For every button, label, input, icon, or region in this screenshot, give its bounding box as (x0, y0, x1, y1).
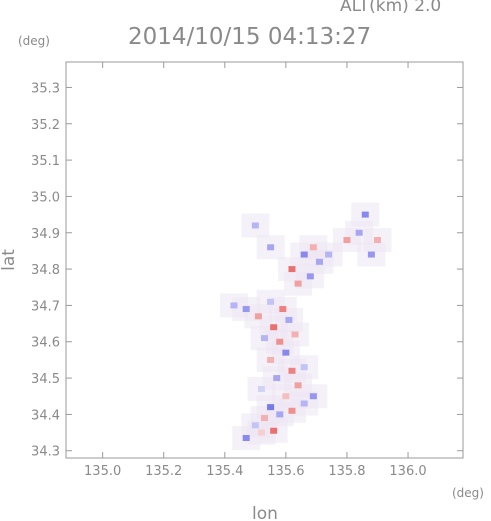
data-cell (300, 364, 308, 371)
data-cell (343, 237, 351, 244)
x-tick-label: 135.2 (145, 464, 182, 479)
data-cell (270, 427, 278, 434)
data-cell (230, 302, 238, 309)
data-cell (306, 273, 314, 280)
data-cell (254, 313, 262, 320)
x-axis-label: lon (252, 504, 278, 521)
data-cell (276, 411, 284, 418)
y-tick-label: 35.2 (31, 118, 60, 133)
lat-unit-label: (deg) (18, 34, 50, 48)
data-cell (251, 422, 259, 429)
data-cell (282, 393, 290, 400)
data-cells (219, 202, 392, 451)
data-cell (325, 251, 333, 258)
y-tick-label: 35.0 (31, 190, 60, 205)
data-cell (361, 211, 369, 218)
plot-frame (65, 61, 464, 459)
data-cell (267, 404, 275, 411)
data-cell (251, 222, 259, 229)
data-cell (257, 429, 265, 436)
axis-ticks: 135.0 135.2 135.4 135.6 135.8 136.0 34.3 34.4 34… (31, 62, 463, 479)
data-cell (261, 415, 268, 422)
data-cell (367, 251, 375, 258)
altitude-label: ALT(km) 2.0 (340, 0, 442, 16)
data-cell (294, 280, 302, 287)
data-cell (242, 306, 250, 313)
data-cell (267, 298, 275, 305)
y-tick-label: 35.1 (31, 154, 60, 169)
data-cell (294, 382, 302, 389)
data-cell (300, 400, 308, 407)
timestamp-title: 2014/10/15 04:13:27 (128, 24, 372, 50)
data-cell (267, 356, 275, 363)
data-cell (373, 237, 381, 244)
data-cell (288, 407, 296, 414)
x-tick-label: 136.0 (389, 464, 426, 479)
lon-unit-label: (deg) (452, 486, 484, 500)
y-tick-label: 34.3 (31, 445, 60, 460)
data-cell (309, 393, 317, 400)
data-cell (300, 251, 308, 258)
x-tick-label: 135.6 (267, 464, 304, 479)
y-tick-label: 34.9 (31, 227, 60, 242)
data-cell (261, 335, 268, 342)
y-tick-label: 35.3 (31, 81, 60, 96)
y-tick-label: 34.7 (31, 299, 60, 314)
data-cell (267, 244, 275, 251)
y-tick-label: 34.6 (31, 336, 60, 351)
y-tick-label: 34.8 (31, 263, 60, 278)
data-cell (279, 306, 287, 313)
data-cell (309, 244, 317, 251)
data-cell (282, 349, 290, 356)
y-axis-label: lat (0, 249, 19, 271)
data-cell (315, 258, 323, 265)
data-cell (270, 324, 278, 331)
y-tick-label: 34.5 (31, 372, 60, 387)
x-tick-label: 135.4 (206, 464, 243, 479)
data-cell (288, 367, 296, 374)
y-tick-label: 34.4 (31, 408, 60, 423)
data-cell (355, 229, 363, 236)
data-cell (291, 331, 299, 338)
data-cell (288, 266, 296, 273)
data-cell (257, 385, 265, 392)
x-tick-label: 135.0 (84, 464, 121, 479)
data-cell (242, 435, 250, 442)
data-cell (285, 316, 293, 323)
data-cell (276, 338, 284, 345)
data-cell (273, 375, 281, 382)
x-tick-label: 135.8 (328, 464, 365, 479)
